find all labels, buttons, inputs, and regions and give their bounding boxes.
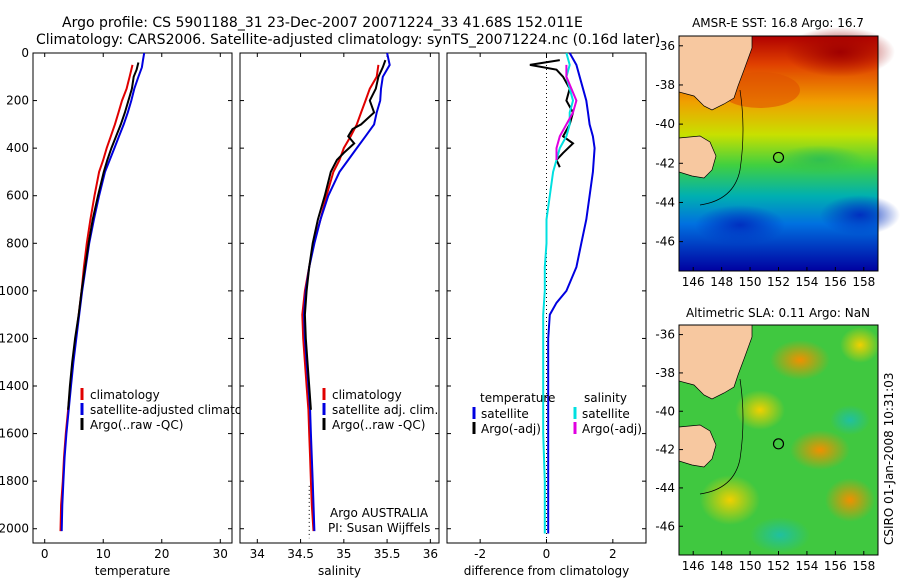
difference-series-0 xyxy=(547,52,596,534)
sst-lon-label: 146 xyxy=(682,275,705,289)
salinity-legend-label: Argo(..raw -QC) xyxy=(332,418,425,432)
salinity-series-1 xyxy=(302,52,391,532)
temperature-panel: 0 10 20 30 temperature 0 200 400 600 800 1000 1200 1… xyxy=(0,46,260,578)
depth-tick-label: 400 xyxy=(6,141,29,155)
depth-tick-label: 1600 xyxy=(0,427,29,441)
sla-lon-label: 156 xyxy=(824,559,847,573)
depth-tick-label: 800 xyxy=(6,236,29,250)
temperature-legend-label: Argo(..raw -QC) xyxy=(90,418,183,432)
sst-lon-label: 158 xyxy=(852,275,875,289)
depth-tick-label: 0 xyxy=(21,46,29,60)
depth-tick-label: 600 xyxy=(6,189,29,203)
sla-lon-label: 158 xyxy=(852,559,875,573)
difference-xtick-label: 0 xyxy=(543,547,551,561)
sst-lon-label: 150 xyxy=(739,275,762,289)
temperature-series-2 xyxy=(67,62,140,410)
temperature-legend-label: climatology xyxy=(90,388,160,402)
depth-tick-label: 200 xyxy=(6,94,29,108)
sla-lat-label: -42 xyxy=(655,443,675,457)
sla-argo-marker xyxy=(772,438,785,450)
sst-lat-label: -40 xyxy=(655,117,675,131)
sst-lon-label: 152 xyxy=(767,275,790,289)
difference-series-3 xyxy=(555,64,578,160)
temperature-series-1 xyxy=(60,52,146,532)
sst-map xyxy=(678,27,900,272)
salinity-xtick-label: 36 xyxy=(423,547,438,561)
salinity-xtick-label: 34 xyxy=(250,547,265,561)
sst-lat-label: -42 xyxy=(655,156,675,170)
side-stamp: CSIRO 01-Jan-2008 10:31:03 xyxy=(882,373,896,545)
sla-map-title: Altimetric SLA: 0.11 Argo: NaN xyxy=(686,306,870,320)
depth-tick-label: 2000 xyxy=(0,522,29,536)
argo-australia-label: Argo AUSTRALIA xyxy=(330,506,429,520)
salinity-legend-label: climatology xyxy=(332,388,402,402)
salinity-xtick-label: 35 xyxy=(336,547,351,561)
sst-map-title: AMSR-E SST: 16.8 Argo: 16.7 xyxy=(692,16,864,30)
sla-map xyxy=(678,324,880,556)
salinity-legend-label: satellite adj. clim. xyxy=(332,403,438,417)
sla-lon-label: 154 xyxy=(795,559,818,573)
difference-series-2 xyxy=(542,52,575,534)
sla-lon-label: 152 xyxy=(767,559,790,573)
difference-xlabel: difference from climatology xyxy=(464,564,630,578)
sst-lat-label: -38 xyxy=(655,78,675,92)
salinity-xtick-label: 34.5 xyxy=(287,547,314,561)
sst-argo-marker xyxy=(772,151,785,164)
sla-lat-label: -36 xyxy=(655,328,675,342)
sst-lon-label: 148 xyxy=(710,275,733,289)
temperature-xtick-label: 10 xyxy=(96,547,111,561)
diff-legend-right-label: satellite xyxy=(582,407,630,421)
header-line-2: Climatology: CARS2006. Satellite-adjuste… xyxy=(36,32,660,48)
depth-tick-label: 1200 xyxy=(0,331,29,345)
sst-lon-label: 154 xyxy=(795,275,818,289)
temperature-legend-label: satellite-adjusted climatolog xyxy=(90,403,260,417)
diff-legend-left-label: Argo(-adj) xyxy=(481,422,541,436)
depth-tick-label: 1800 xyxy=(0,474,29,488)
salinity-axes-frame xyxy=(239,52,440,544)
sla-lat-label: -40 xyxy=(655,404,675,418)
temperature-axes-frame xyxy=(32,52,233,544)
sla-lat-label: -46 xyxy=(655,519,675,533)
diff-legend-right-label: Argo(-adj) xyxy=(582,422,642,436)
temperature-xtick-label: 0 xyxy=(41,547,49,561)
header-line-1: Argo profile: CS 5901188_31 23-Dec-2007 … xyxy=(62,15,583,31)
sst-lon-label: 156 xyxy=(824,275,847,289)
diff-legend-left-label: satellite xyxy=(481,407,529,421)
sla-lat-label: -44 xyxy=(655,481,675,495)
sla-lon-label: 146 xyxy=(682,559,705,573)
difference-panel: -2 0 2 difference from climatology temperatu… xyxy=(446,52,647,578)
salinity-panel: 34 34.5 35 35.5 36 salinity climatologysatelli… xyxy=(239,52,440,578)
depth-tick-label: 1400 xyxy=(0,379,29,393)
sst-lat-label: -36 xyxy=(655,39,675,53)
sla-lat-label: -38 xyxy=(655,366,675,380)
salinity-xlabel: salinity xyxy=(318,564,361,578)
difference-xtick-label: 2 xyxy=(609,547,617,561)
sst-lat-label: -44 xyxy=(655,195,675,209)
salinity-series-2 xyxy=(303,59,387,410)
diff-legend-salinity-title: salinity xyxy=(584,391,627,405)
temperature-xlabel: temperature xyxy=(95,564,170,578)
sla-lon-label: 148 xyxy=(710,559,733,573)
difference-xtick-label: -2 xyxy=(474,547,486,561)
sla-lon-label: 150 xyxy=(739,559,762,573)
temperature-xtick-label: 20 xyxy=(154,547,169,561)
temperature-xtick-label: 30 xyxy=(213,547,228,561)
depth-tick-label: 1000 xyxy=(0,284,29,298)
salinity-xtick-label: 35.5 xyxy=(374,547,401,561)
diff-legend-temperature-title: temperature xyxy=(480,391,555,405)
sst-lat-label: -46 xyxy=(655,235,675,249)
pi-label: PI: Susan Wijffels xyxy=(328,521,430,535)
